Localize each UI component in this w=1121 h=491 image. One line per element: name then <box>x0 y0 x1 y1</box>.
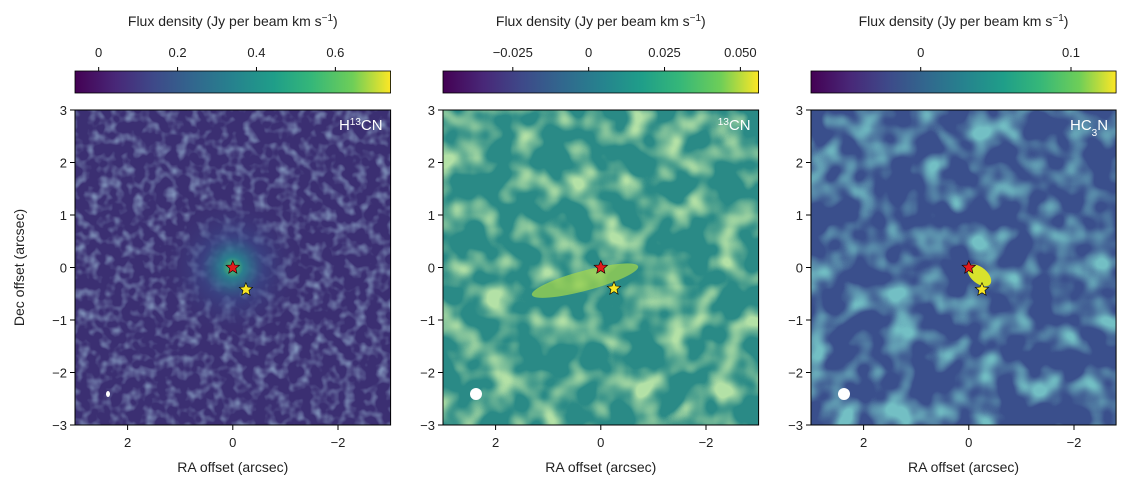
x-tick-label: 0 <box>229 435 236 450</box>
colorbar-tick-label: −0.025 <box>493 45 533 60</box>
panel-label: H13CN <box>339 117 383 135</box>
y-tick-label: −1 <box>788 313 803 328</box>
map-noise <box>811 110 1117 425</box>
text-part: Flux density (Jy per beam km s <box>496 13 690 29</box>
colorbar-tick-label: 0.4 <box>247 45 265 60</box>
panel-label: 13CN <box>718 117 751 135</box>
y-tick-label: 0 <box>60 261 67 276</box>
y-tick-label: 1 <box>60 208 67 223</box>
text-part: ) <box>701 13 706 29</box>
colorbar-tick-label: 0 <box>917 45 924 60</box>
y-tick-label: 3 <box>60 103 67 118</box>
y-tick-label: −3 <box>788 418 803 433</box>
y-tick-label: −2 <box>52 366 67 381</box>
text-part: Flux density (Jy per beam km s <box>128 13 322 29</box>
y-tick-label: −2 <box>420 366 435 381</box>
colorbar-tick-label: 0.6 <box>326 45 344 60</box>
text-part: ) <box>333 13 338 29</box>
text-part: −1 <box>690 13 702 24</box>
x-tick-label: 2 <box>492 435 499 450</box>
y-tick-label: 1 <box>428 208 435 223</box>
y-tick-label: −3 <box>52 418 67 433</box>
colorbar-label: Flux density (Jy per beam km s−1) <box>859 13 1069 30</box>
colorbar-tick-label: 0 <box>95 45 102 60</box>
y-tick-label: −2 <box>788 366 803 381</box>
x-tick-label: −2 <box>699 435 714 450</box>
x-axis-label: RA offset (arcsec) <box>177 459 288 475</box>
y-tick-label: 0 <box>796 261 803 276</box>
text-part: CN <box>729 117 751 134</box>
panel-label: HC3N <box>1070 117 1108 139</box>
star-marker <box>225 259 241 274</box>
beam <box>838 388 850 400</box>
x-tick-label: 2 <box>860 435 867 450</box>
y-tick-label: −3 <box>420 418 435 433</box>
star-marker <box>974 281 990 296</box>
text-part: HC <box>1070 117 1092 134</box>
y-tick-label: −1 <box>420 313 435 328</box>
colorbar-tick-label: 0.1 <box>1062 45 1080 60</box>
y-tick-label: 3 <box>428 103 435 118</box>
colorbar <box>442 70 760 94</box>
y-tick-label: 2 <box>60 156 67 171</box>
colorbar-tick-label: 0.050 <box>724 45 757 60</box>
star-marker <box>606 280 622 295</box>
y-tick-label: 0 <box>428 261 435 276</box>
text-part: ) <box>1064 13 1069 29</box>
star-marker <box>593 259 609 274</box>
text-part: 3 <box>1092 128 1098 139</box>
x-tick-label: −2 <box>1067 435 1082 450</box>
y-tick-label: 2 <box>796 156 803 171</box>
text-part: −1 <box>322 13 334 24</box>
y-tick-label: −1 <box>52 313 67 328</box>
text-part: Flux density (Jy per beam km s <box>859 13 1053 29</box>
colorbar-label: Flux density (Jy per beam km s−1) <box>496 13 706 30</box>
text-part: −1 <box>1052 13 1064 24</box>
x-tick-label: 2 <box>124 435 131 450</box>
emission-band <box>531 263 639 298</box>
x-tick-label: 0 <box>965 435 972 450</box>
colorbar-tick-label: 0 <box>585 45 592 60</box>
star-marker <box>238 281 254 296</box>
y-tick-label: 2 <box>428 156 435 171</box>
x-axis-label: RA offset (arcsec) <box>908 459 1019 475</box>
beam <box>470 388 482 400</box>
star-marker <box>961 259 977 274</box>
colorbar-tick-label: 0.025 <box>648 45 681 60</box>
y-tick-label: 1 <box>796 208 803 223</box>
colorbar-tick-label: 0.2 <box>169 45 187 60</box>
x-tick-label: −2 <box>331 435 346 450</box>
x-tick-label: 0 <box>597 435 604 450</box>
text-part: N <box>1097 117 1108 134</box>
colorbar <box>810 70 1117 94</box>
colorbar <box>74 70 392 94</box>
y-axis-label: Dec offset (arcsec) <box>11 209 27 326</box>
text-part: CN <box>361 117 383 134</box>
text-part: 13 <box>718 117 730 128</box>
colorbar-label: Flux density (Jy per beam km s−1) <box>128 13 338 30</box>
beam <box>106 391 110 397</box>
x-axis-label: RA offset (arcsec) <box>545 459 656 475</box>
text-part: H <box>339 117 350 134</box>
y-tick-label: 3 <box>796 103 803 118</box>
emission-blob <box>967 264 992 287</box>
text-part: 13 <box>350 117 362 128</box>
